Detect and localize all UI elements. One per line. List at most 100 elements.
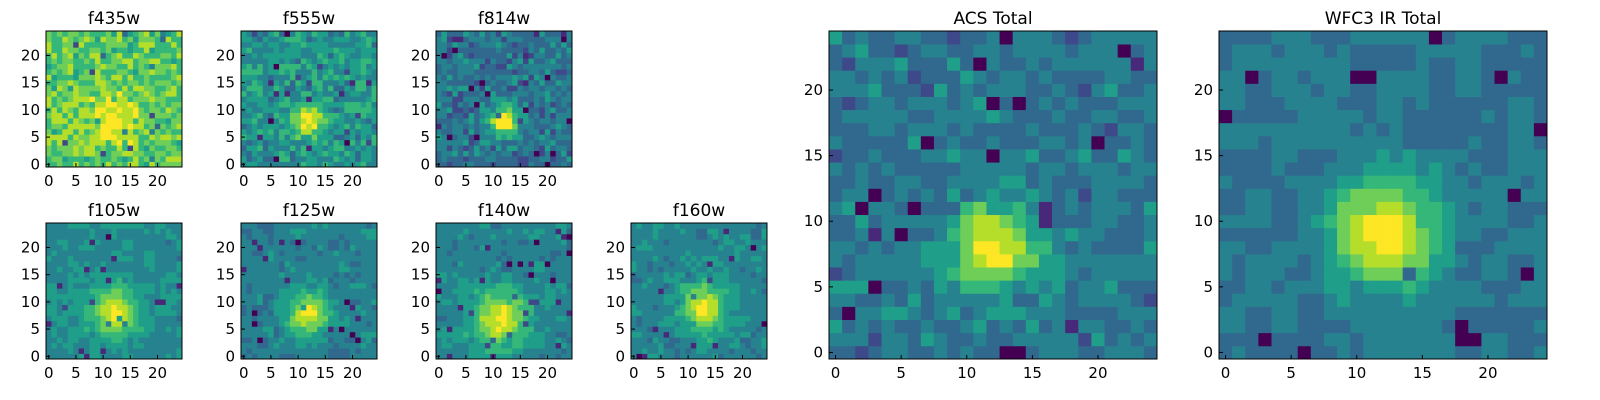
heatmap-cell	[268, 69, 274, 75]
x-tick-label: 15	[121, 364, 140, 382]
heatmap-cell	[446, 299, 453, 305]
heatmap-cell	[111, 79, 118, 86]
heatmap-cell	[246, 342, 253, 349]
y-tick-label: 5	[30, 128, 40, 146]
heatmap-cell	[143, 228, 150, 235]
heatmap-cell	[495, 123, 502, 130]
heatmap-cell	[463, 145, 469, 152]
heatmap-cell	[947, 254, 961, 268]
heatmap-cell	[707, 326, 713, 333]
heatmap-cell	[154, 315, 161, 322]
heatmap-cell	[284, 41, 291, 48]
heatmap-cell	[67, 282, 74, 289]
heatmap-cell	[1038, 149, 1053, 163]
heatmap-cell	[133, 353, 139, 360]
heatmap-cell	[289, 337, 296, 344]
heatmap-cell	[160, 31, 167, 37]
x-tick-label: 20	[343, 364, 362, 382]
heatmap-cell	[349, 69, 356, 75]
heatmap-cell	[328, 139, 334, 146]
heatmap-cell	[100, 310, 107, 316]
x-tick-label: 5	[71, 172, 81, 190]
heatmap-cell	[73, 223, 79, 229]
heatmap-cell	[441, 134, 448, 141]
heatmap-cell	[328, 134, 334, 141]
heatmap-cell	[829, 280, 843, 294]
heatmap-cell	[561, 250, 567, 256]
heatmap-cell	[133, 150, 139, 157]
heatmap-cell	[474, 112, 480, 119]
heatmap-cell	[490, 58, 497, 64]
heatmap-cell	[89, 299, 96, 305]
heatmap-cell	[322, 331, 329, 338]
heatmap-cell	[745, 255, 752, 262]
heatmap-cell	[986, 149, 1000, 163]
heatmap-cell	[663, 293, 670, 300]
heatmap-cell	[750, 277, 757, 284]
heatmap-cell	[344, 315, 351, 322]
heatmap-cell	[544, 293, 551, 300]
heatmap-cell	[663, 250, 670, 256]
heatmap-cell	[138, 337, 145, 344]
heatmap-cell	[246, 52, 253, 59]
heatmap-cell	[338, 107, 345, 113]
heatmap-cell	[457, 288, 464, 295]
heatmap-cell	[868, 293, 882, 307]
heatmap-cell	[246, 74, 253, 81]
heatmap-cell	[533, 101, 540, 108]
heatmap-cell	[479, 293, 486, 300]
heatmap-cell	[257, 85, 264, 92]
heatmap-cell	[441, 250, 448, 256]
heatmap-cell	[750, 288, 757, 295]
heatmap-cell	[436, 282, 442, 289]
heatmap-cell	[73, 118, 79, 124]
heatmap-cell	[696, 239, 703, 246]
heatmap-cell	[539, 107, 546, 113]
heatmap-cell	[127, 266, 134, 273]
heatmap-cell	[669, 331, 675, 338]
heatmap-cell	[881, 267, 895, 281]
heatmap-cell	[539, 90, 546, 97]
heatmap-cell	[349, 266, 356, 273]
heatmap-cell	[338, 36, 345, 43]
heatmap-cell	[100, 85, 107, 92]
heatmap-cell	[273, 261, 280, 267]
heatmap-cell	[739, 348, 746, 354]
heatmap-cell	[973, 345, 987, 360]
heatmap-cell	[176, 145, 183, 152]
heatmap-cell	[154, 79, 161, 86]
heatmap-cell	[344, 36, 351, 43]
heatmap-cell	[78, 123, 85, 130]
heatmap-cell	[894, 293, 909, 307]
x-tick-label: 0	[44, 172, 54, 190]
heatmap-cell	[441, 79, 448, 86]
heatmap-cell	[143, 304, 150, 311]
heatmap-cell	[1038, 345, 1053, 360]
heatmap-cell	[78, 293, 85, 300]
heatmap-cell	[46, 331, 52, 338]
heatmap-cell	[100, 293, 107, 300]
heatmap-cell	[501, 244, 508, 251]
heatmap-cell	[674, 250, 681, 256]
heatmap-cell	[300, 353, 307, 360]
heatmap-cell	[652, 304, 659, 311]
heatmap-cell	[355, 310, 362, 316]
heatmap-cell	[479, 320, 486, 327]
heatmap-cell	[441, 315, 448, 322]
heatmap-cell	[533, 74, 540, 81]
heatmap-cell	[344, 101, 351, 108]
heatmap-cell	[436, 139, 442, 146]
heatmap-cell	[506, 90, 513, 97]
heatmap-cell	[257, 282, 264, 289]
heatmap-cell	[143, 52, 150, 59]
heatmap-cell	[295, 47, 302, 54]
heatmap-cell	[441, 90, 448, 97]
heatmap-cell	[641, 261, 648, 267]
heatmap-cell	[273, 118, 280, 124]
heatmap-cell	[986, 345, 1000, 360]
heatmap-cell	[533, 288, 540, 295]
heatmap-cell	[371, 36, 378, 43]
heatmap-cell	[1038, 201, 1053, 216]
heatmap-cell	[284, 90, 291, 97]
